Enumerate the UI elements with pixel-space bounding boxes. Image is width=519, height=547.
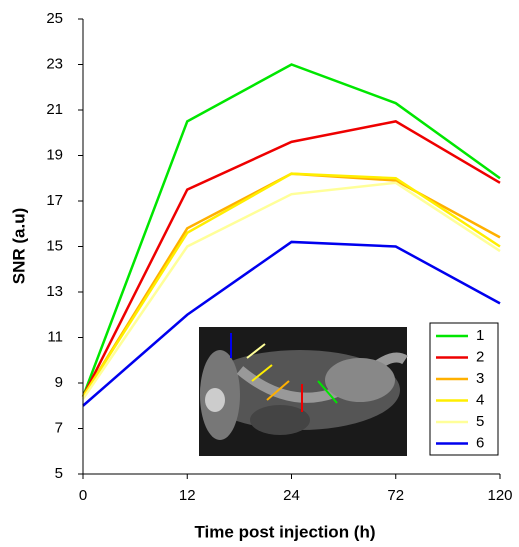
y-tick-label: 5 [55, 465, 63, 482]
legend-box [429, 322, 499, 456]
x-tick-label: 0 [79, 487, 87, 504]
y-tick-label: 13 [46, 283, 63, 300]
legend-label: 6 [476, 434, 484, 451]
y-tick-label: 7 [55, 419, 63, 436]
series-line [82, 240, 501, 407]
inset-image [199, 327, 408, 456]
y-tick-label: 9 [55, 374, 63, 391]
y-axis-title: SNR (a.u) [9, 208, 28, 285]
y-tick-label: 19 [46, 146, 63, 163]
series-line [81, 63, 501, 398]
x-axis-title: Time post injection (h) [194, 522, 375, 541]
x-tick-label: 72 [387, 487, 404, 504]
series-line [81, 172, 501, 398]
x-tick-label: 120 [487, 487, 512, 504]
y-tick-label: 23 [46, 55, 63, 72]
y-tick-label: 11 [47, 328, 63, 345]
legend-label: 3 [476, 370, 484, 387]
series-line [81, 120, 501, 398]
y-tick-label: 17 [46, 192, 63, 209]
legend-label: 5 [476, 413, 484, 430]
y-tick-label: 15 [46, 237, 63, 254]
legend-label: 1 [476, 327, 484, 344]
y-tick-label: 21 [46, 101, 63, 118]
x-tick-label: 24 [283, 487, 300, 504]
legend-label: 2 [476, 348, 484, 365]
series-line [81, 181, 501, 400]
y-tick-label: 25 [46, 10, 63, 27]
x-tick-label: 12 [179, 487, 196, 504]
legend-label: 4 [476, 391, 484, 408]
